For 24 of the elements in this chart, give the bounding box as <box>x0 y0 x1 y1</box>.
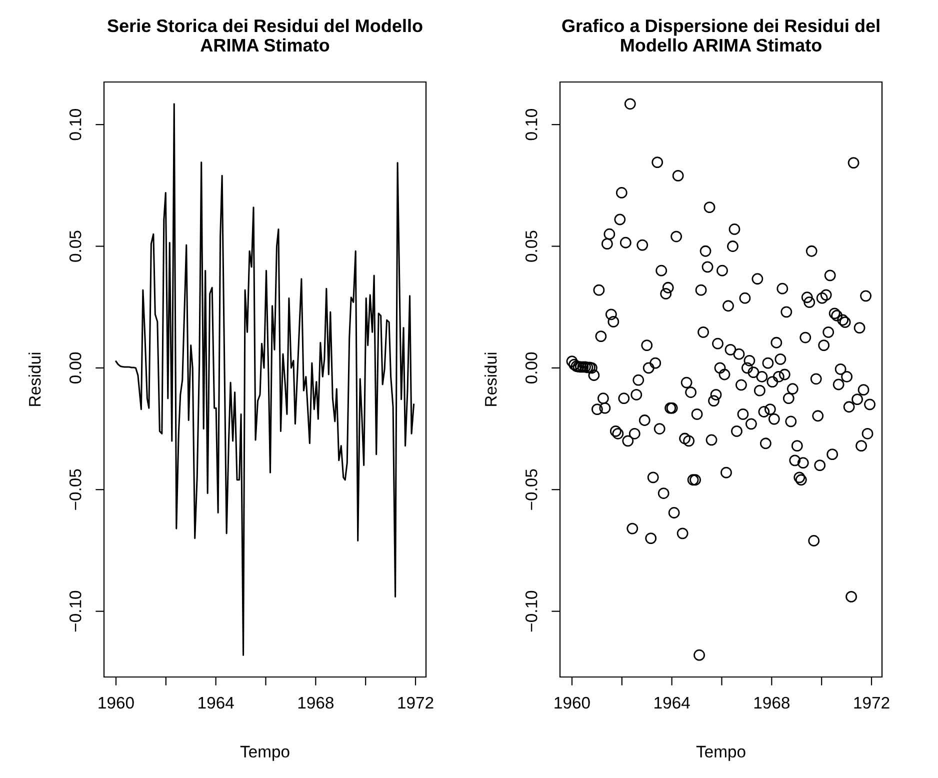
x-tick-label: 1972 <box>398 696 434 709</box>
chart-title: Serie Storica dei Residui del Modello ARIMA Stimato <box>108 18 422 52</box>
x-tick-label: 1972 <box>854 696 890 709</box>
x-tick-label: 1964 <box>198 696 234 709</box>
y-tick-label: −0.10 <box>69 590 82 632</box>
x-tick-label: 1960 <box>98 696 134 709</box>
x-axis-title: Tempo <box>696 746 746 761</box>
y-tick-label: 0.05 <box>69 230 82 262</box>
y-tick-label: 0.10 <box>525 109 538 140</box>
x-tick-label: 1960 <box>554 696 590 709</box>
y-axis-title: Residui <box>484 352 497 406</box>
chart-title: Grafico a Dispersione dei Residui del Modello ARIMA Stimato <box>562 18 880 52</box>
x-tick-label: 1968 <box>754 696 790 709</box>
y-tick-label: 0.10 <box>69 109 82 140</box>
y-tick-label: −0.05 <box>525 469 538 510</box>
x-axis-title: Tempo <box>240 746 290 761</box>
x-tick-label: 1964 <box>654 696 690 709</box>
y-axis-title: Residui <box>28 352 41 406</box>
x-tick-label: 1968 <box>298 696 334 709</box>
y-tick-label: 0.00 <box>525 352 538 384</box>
y-tick-label: −0.05 <box>69 469 82 510</box>
y-tick-label: 0.05 <box>525 230 538 262</box>
y-tick-label: −0.10 <box>525 590 538 632</box>
y-tick-label: 0.00 <box>69 352 82 384</box>
